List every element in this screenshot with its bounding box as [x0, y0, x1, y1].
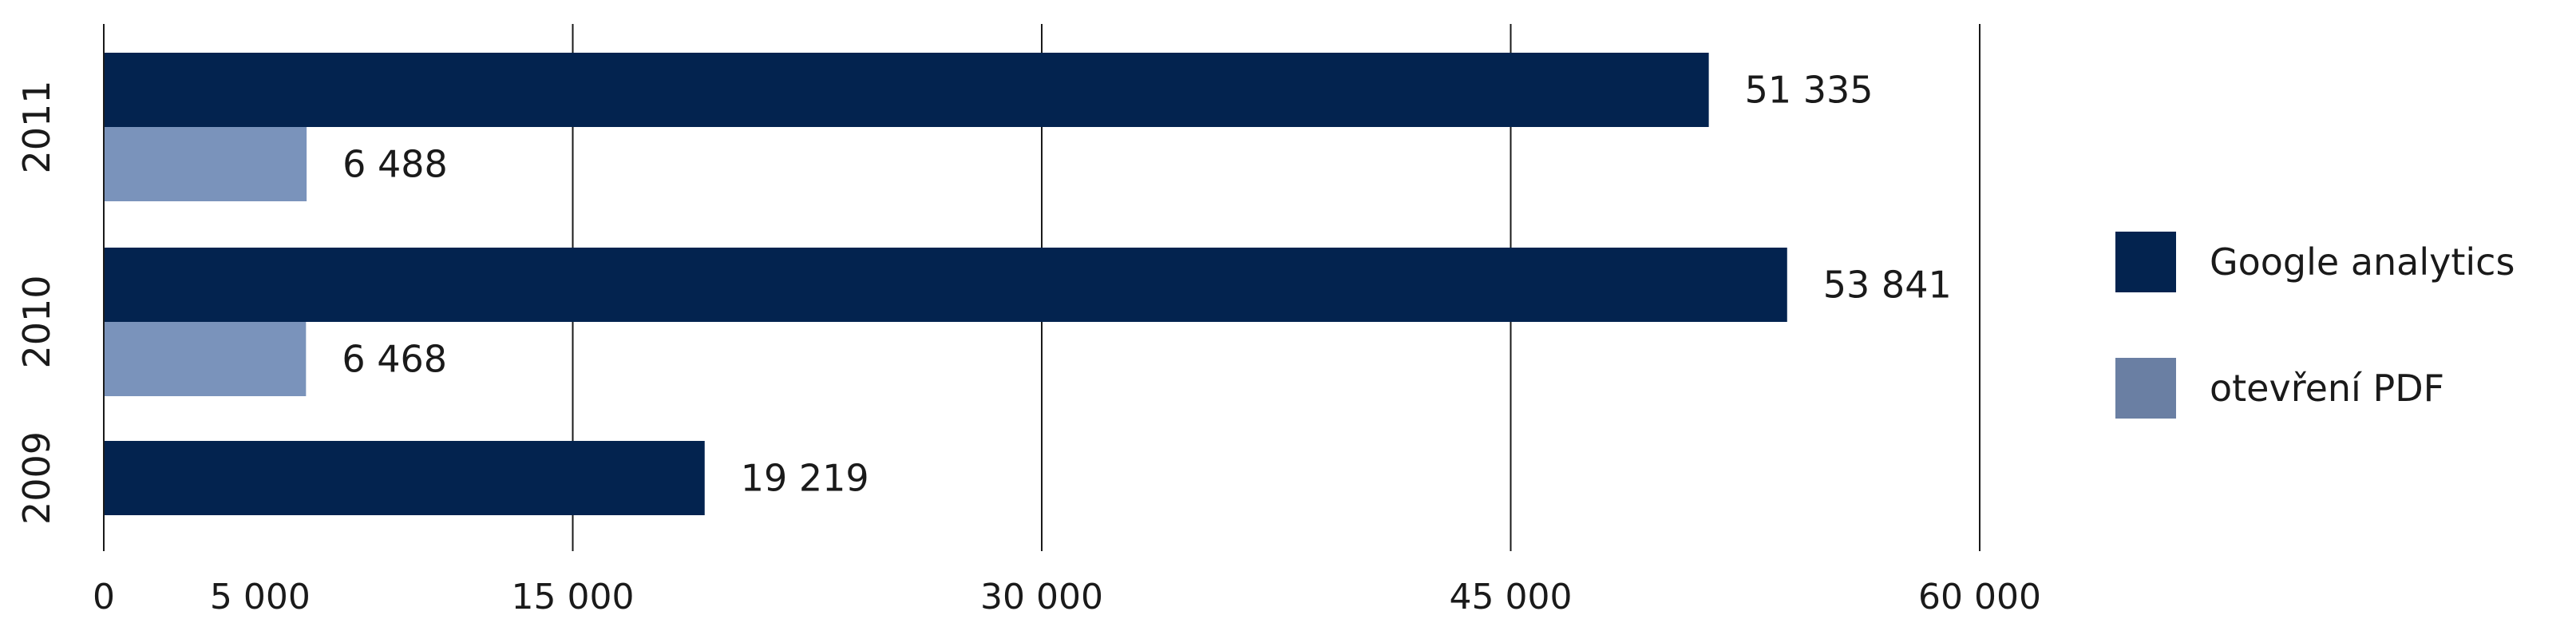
- category-label-2011: 2011: [15, 80, 58, 173]
- x-tick-label: 30 000: [980, 577, 1103, 617]
- x-tick-label: 45 000: [1450, 577, 1573, 617]
- bar-label-2011-otev-en-pdf: 6 488: [342, 143, 448, 186]
- legend-label-google-analytics: Google analytics: [2210, 240, 2515, 284]
- bars: [104, 53, 1787, 515]
- x-tick-label: 0: [93, 577, 115, 617]
- bar-label-2010-otev-en-pdf: 6 468: [342, 338, 447, 381]
- bar-2009-google-analytics: [104, 441, 705, 515]
- bar-label-2010-google-analytics: 53 841: [1823, 264, 1952, 307]
- bar-2010-otev-en-pdf: [104, 322, 307, 396]
- bar-label-2011-google-analytics: 51 335: [1745, 69, 1874, 112]
- x-tick-label: 5 000: [210, 577, 311, 617]
- bar-value-labels: 51 335 6 488 53 841 6 468 19 219: [342, 69, 1951, 500]
- legend: Google analytics otevření PDF: [2115, 232, 2515, 419]
- category-label-2009: 2009: [15, 431, 58, 525]
- x-tick-label: 15 000: [512, 577, 635, 617]
- x-axis-tick-labels: 0 5 000 15 000 30 000 45 000 60 000: [93, 577, 2041, 617]
- bar-label-2009-google-analytics: 19 219: [741, 457, 869, 500]
- bar-2011-otev-en-pdf: [104, 127, 307, 201]
- legend-swatch-google-analytics: [2115, 232, 2176, 292]
- category-labels: 2011 2010 2009: [15, 80, 58, 525]
- category-label-2010: 2010: [15, 275, 58, 368]
- legend-label-otev-en-pdf: otevření PDF: [2210, 367, 2444, 410]
- bar-2011-google-analytics: [104, 53, 1709, 127]
- legend-swatch-otev-en-pdf: [2115, 358, 2176, 419]
- x-tick-label: 60 000: [1918, 577, 2041, 617]
- bar-2010-google-analytics: [104, 248, 1787, 322]
